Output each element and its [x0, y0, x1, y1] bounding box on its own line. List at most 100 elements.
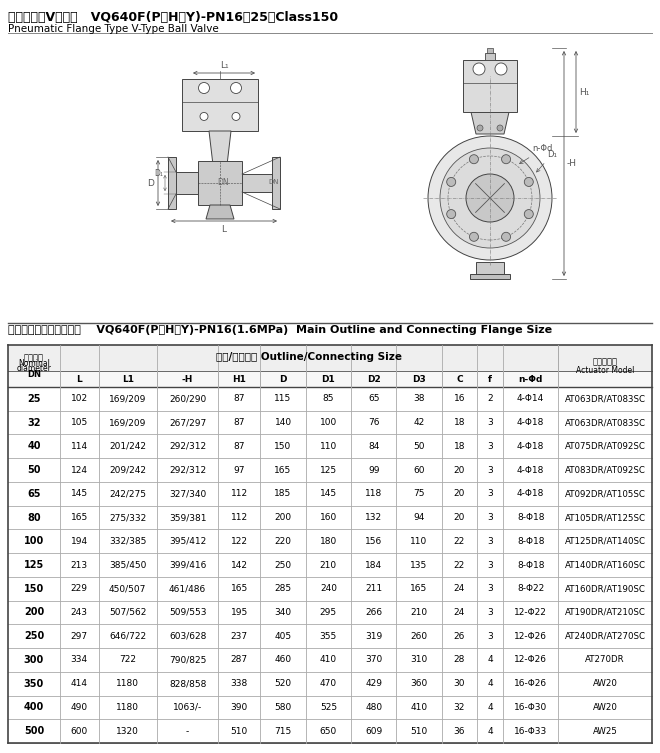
Text: 297: 297: [71, 632, 88, 641]
Text: f: f: [488, 374, 492, 383]
Text: 510: 510: [411, 727, 428, 736]
Text: 22: 22: [454, 560, 465, 569]
Text: 25: 25: [27, 394, 41, 404]
Text: 220: 220: [275, 537, 292, 546]
Text: L: L: [77, 374, 82, 383]
Text: -: -: [186, 727, 189, 736]
Text: 4-Φ18: 4-Φ18: [517, 489, 544, 498]
Bar: [182, 79, 258, 131]
Text: 310: 310: [411, 655, 428, 664]
Polygon shape: [209, 131, 231, 165]
Text: DN: DN: [269, 179, 279, 185]
Text: Actuator Model: Actuator Model: [576, 365, 634, 374]
Text: 60: 60: [413, 465, 425, 474]
Text: 3: 3: [487, 465, 493, 474]
Text: diameter: diameter: [16, 364, 51, 373]
Text: 4-Φ14: 4-Φ14: [517, 395, 544, 404]
Text: 201/242: 201/242: [110, 442, 147, 451]
Text: 112: 112: [231, 489, 248, 498]
Circle shape: [447, 209, 455, 218]
Text: 1180: 1180: [116, 703, 139, 712]
Text: 332/385: 332/385: [109, 537, 147, 546]
Text: Nominal: Nominal: [18, 358, 50, 367]
Text: AT270DR: AT270DR: [585, 655, 625, 664]
Text: 180: 180: [319, 537, 337, 546]
Text: AW20: AW20: [593, 703, 618, 712]
Text: 76: 76: [368, 418, 380, 427]
Text: 509/553: 509/553: [169, 608, 207, 617]
Text: 32: 32: [454, 703, 465, 712]
Text: 250: 250: [275, 560, 292, 569]
Text: D1: D1: [321, 374, 335, 383]
Text: 4: 4: [487, 655, 493, 664]
Text: n-Φd: n-Φd: [519, 145, 553, 163]
Text: 135: 135: [411, 560, 428, 569]
Circle shape: [447, 178, 455, 187]
Text: 50: 50: [413, 442, 425, 451]
Text: 395/412: 395/412: [169, 537, 206, 546]
Text: 237: 237: [231, 632, 248, 641]
Text: 267/297: 267/297: [169, 418, 206, 427]
Bar: [8, 345, 652, 371]
Text: AT160DR/AT190SC: AT160DR/AT190SC: [565, 584, 645, 593]
Polygon shape: [206, 205, 234, 219]
Text: D2: D2: [367, 374, 381, 383]
Text: 80: 80: [27, 513, 41, 523]
Text: n-Φd: n-Φd: [519, 374, 543, 383]
Text: 75: 75: [413, 489, 425, 498]
Text: 650: 650: [319, 727, 337, 736]
Text: 3: 3: [487, 584, 493, 593]
Circle shape: [473, 63, 485, 75]
Circle shape: [469, 154, 478, 163]
Text: 603/628: 603/628: [169, 632, 207, 641]
Circle shape: [502, 154, 511, 163]
Text: 240: 240: [320, 584, 337, 593]
Text: 646/722: 646/722: [109, 632, 147, 641]
Text: 12-Φ26: 12-Φ26: [514, 655, 547, 664]
Text: 16-Φ33: 16-Φ33: [514, 727, 547, 736]
Text: 715: 715: [275, 727, 292, 736]
Text: 490: 490: [71, 703, 88, 712]
Text: 118: 118: [365, 489, 382, 498]
Text: 200: 200: [275, 513, 292, 522]
Text: 102: 102: [71, 395, 88, 404]
Text: 185: 185: [275, 489, 292, 498]
Text: 30: 30: [453, 679, 465, 688]
Text: 38: 38: [413, 395, 425, 404]
Text: 609: 609: [365, 727, 382, 736]
Text: 65: 65: [368, 395, 380, 404]
Text: 3: 3: [487, 537, 493, 546]
Text: 184: 184: [365, 560, 382, 569]
Bar: [476, 262, 504, 274]
Text: 169/209: 169/209: [109, 418, 147, 427]
Text: 470: 470: [320, 679, 337, 688]
Circle shape: [469, 233, 478, 241]
Text: 20: 20: [454, 489, 465, 498]
Text: 399/416: 399/416: [169, 560, 207, 569]
Text: 105: 105: [71, 418, 88, 427]
Text: 28: 28: [454, 655, 465, 664]
Circle shape: [199, 83, 209, 93]
Text: 3: 3: [487, 418, 493, 427]
Text: D: D: [147, 178, 154, 187]
Text: 1320: 1320: [116, 727, 139, 736]
Text: 242/275: 242/275: [110, 489, 147, 498]
Text: 4: 4: [487, 703, 493, 712]
Text: 87: 87: [234, 442, 245, 451]
Text: D₁: D₁: [537, 150, 557, 172]
Text: 85: 85: [323, 395, 334, 404]
Circle shape: [524, 209, 533, 218]
Circle shape: [232, 112, 240, 120]
Text: 350: 350: [24, 678, 44, 689]
Text: 169/209: 169/209: [109, 395, 147, 404]
Bar: [485, 53, 495, 60]
Text: H1: H1: [232, 374, 246, 383]
Text: 285: 285: [275, 584, 292, 593]
Text: AT105DR/AT125SC: AT105DR/AT125SC: [564, 513, 645, 522]
Circle shape: [428, 136, 552, 260]
Text: 87: 87: [234, 418, 245, 427]
Text: -H: -H: [567, 159, 577, 168]
Circle shape: [440, 148, 540, 248]
Text: 461/486: 461/486: [169, 584, 206, 593]
Text: 24: 24: [454, 584, 465, 593]
